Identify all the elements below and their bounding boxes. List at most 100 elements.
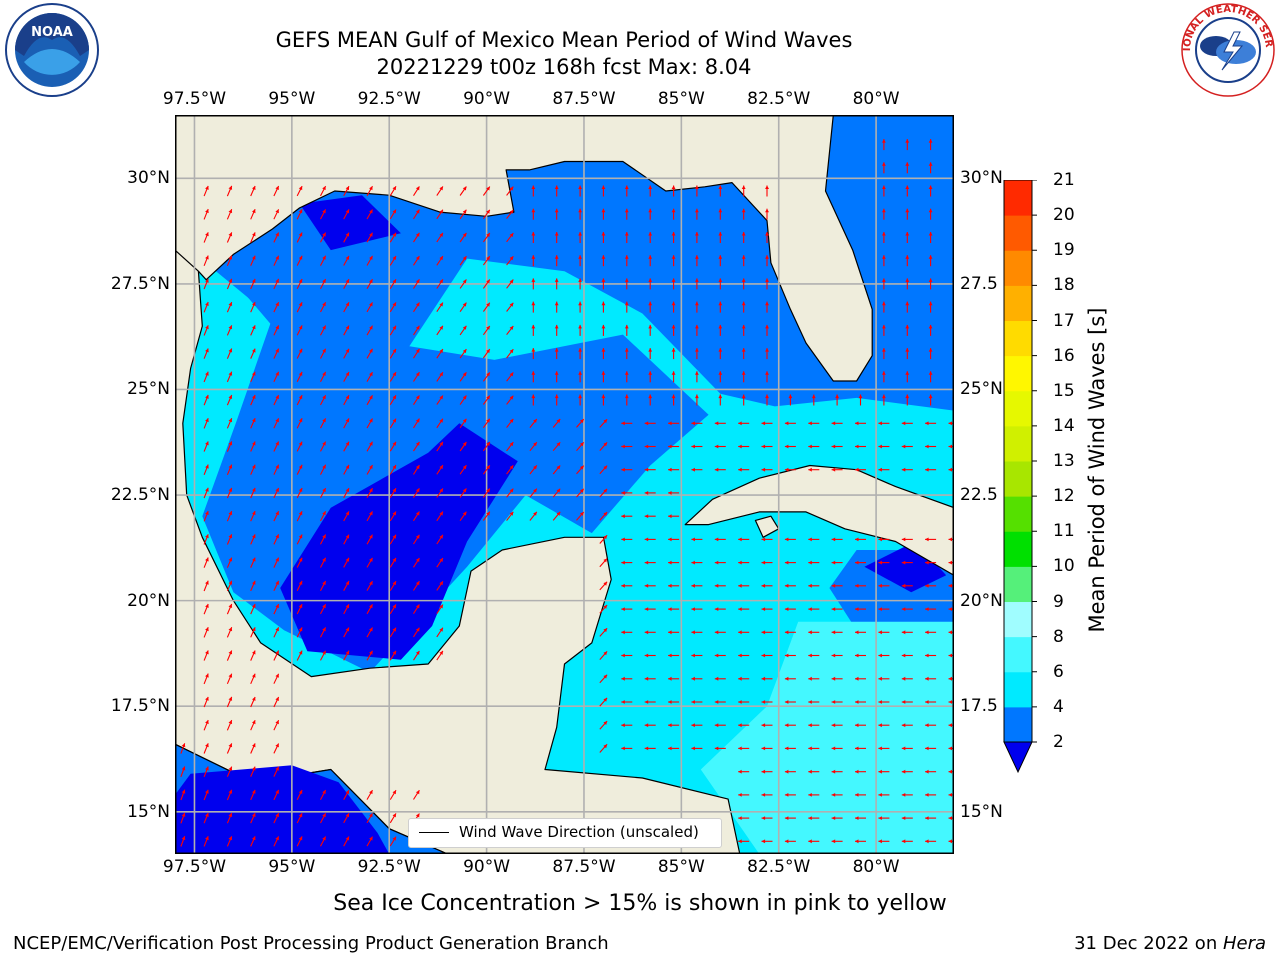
wave-arrow-head [205,720,209,725]
wave-arrow-head [668,421,672,426]
wave-arrow-head [415,348,420,353]
wave-arrow-head [275,836,279,841]
wave-arrow-head [695,324,699,329]
wave-arrow-head [925,630,929,635]
wave-arrow-head [392,418,396,423]
wave-arrow-head [738,630,742,635]
wave-arrow-head [275,813,279,818]
wave-arrow-head [878,723,882,728]
wave-arrow-head [228,813,233,817]
wave-arrow-head [928,232,933,236]
wave-arrow-head [948,700,952,704]
wave-arrow-head [205,348,209,353]
wave-arrow-head [855,421,859,426]
wave-arrow-head [882,301,886,306]
wave-arrow-head [624,324,629,329]
wave-arrow-head [714,583,719,588]
wave-arrow-head [905,324,910,329]
wave-arrow-head [252,627,256,632]
wave-arrow-head [878,839,882,844]
wave-arrow-head [855,607,859,611]
wave-arrow-head [369,627,373,632]
wave-arrow-head [439,372,443,377]
wave-arrow-head [668,491,672,495]
wave-arrow-head [831,607,836,611]
wave-arrow-head [948,537,952,542]
wave-arrow-head [578,278,582,282]
wave-arrow-head [831,560,836,565]
wave-arrow-head [831,769,836,774]
wave-arrow-head [925,444,929,449]
wave-arrow-head [275,766,279,771]
wave-arrow-head [205,650,209,655]
wave-arrow-head [531,348,536,352]
wave-arrow-head [579,419,584,423]
wave-arrow-head [415,418,420,423]
wave-arrow-head [554,255,559,259]
wave-arrow-head [531,255,536,259]
wave-arrow-head [925,653,929,658]
wave-arrow-head [579,465,584,470]
wave-arrow-head [345,627,349,632]
wave-arrow-head [925,676,929,681]
wave-arrow-head [855,700,859,704]
colorbar-tick-label: 21 [1053,170,1075,190]
wave-arrow-head [784,769,789,774]
wave-arrow-head [369,650,373,655]
wave-arrow-head [621,560,625,565]
wave-arrow-head [228,557,233,562]
lat-tick-label: 17.5°N [110,696,170,717]
wave-arrow-head [668,583,672,588]
lon-tick-label: 80°W [852,857,900,877]
wave-arrow-head [415,372,420,377]
wave-arrow-head [882,208,886,213]
wave-arrow-head [765,278,769,282]
wave-arrow-head [603,697,608,702]
wave-arrow-head [275,650,279,655]
wave-arrow-head [252,395,256,399]
wave-arrow-head [392,627,396,632]
wave-arrow-head [252,348,256,353]
wave-arrow-head [905,371,910,375]
wave-arrow-head [644,467,649,472]
wave-arrow-head [275,302,279,307]
wave-arrow-head [691,583,695,588]
wave-arrow-head [831,723,836,728]
wave-arrow-head [741,255,746,259]
wave-arrow-head [298,836,303,841]
wave-arrow-head [439,465,443,470]
wave-arrow-head [695,255,699,259]
wave-arrow-head [928,301,933,306]
wave-arrow-head [228,534,233,539]
wave-arrow-head [718,301,723,306]
wave-arrow-head [695,301,699,306]
wave-arrow-head [668,700,672,704]
wave-arrow-head [486,233,490,237]
wave-arrow-head [714,630,719,635]
wave-arrow-head [509,186,514,191]
wave-arrow-head [714,444,719,449]
wave-arrow-head [298,302,303,307]
wave-arrow-head [855,723,859,728]
wave-arrow-head [228,604,233,608]
wave-arrow-head [509,326,514,330]
wave-arrow-head [784,676,789,681]
wave-arrow-head [668,467,672,472]
wave-arrow-head [901,653,906,658]
wave-arrow-head [205,441,209,446]
wave-arrow-head [905,301,910,306]
wave-arrow-head [761,421,766,426]
wave-arrow-head [322,511,326,516]
wave-arrow-head [603,674,608,679]
wave-arrow-head [761,444,766,449]
wave-arrow-head [509,418,514,423]
wave-arrow-head [322,209,326,214]
wave-arrow-head [228,302,233,306]
wave-arrow-head [925,421,929,426]
wave-arrow-head [878,607,882,611]
wave-arrow-head [784,653,789,658]
lon-tick-label: 97.5°W [162,857,227,877]
wave-arrow-head [275,789,279,794]
wave-arrow-head [901,746,906,751]
wave-arrow-head [835,394,840,399]
